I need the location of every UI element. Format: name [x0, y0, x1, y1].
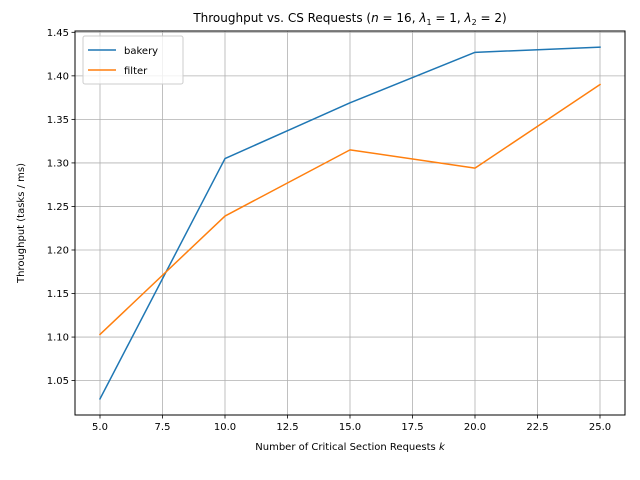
x-tick-label: 25.0: [589, 422, 611, 433]
x-tick-label: 17.5: [401, 422, 423, 433]
legend-label-filter: filter: [124, 66, 148, 77]
series-line-bakery: [98, 46, 601, 400]
x-tick-label: 22.5: [526, 422, 548, 433]
y-tick-label: 1.05: [47, 376, 69, 387]
y-tick-label: 1.45: [47, 28, 69, 39]
y-tick-label: 1.20: [47, 245, 69, 256]
y-tick-label: 1.25: [47, 202, 69, 213]
x-tick-label: 20.0: [464, 422, 486, 433]
legend-box: [82, 35, 184, 85]
x-axis-label: Number of Critical Section Requests k: [255, 442, 446, 453]
x-tick-label: 12.5: [276, 422, 298, 433]
y-tick-label: 1.30: [47, 158, 69, 169]
x-tick-label: 5.0: [92, 422, 108, 433]
series-layer: [98, 46, 602, 400]
x-tick-label: 15.0: [339, 422, 361, 433]
x-tick-label: 10.0: [214, 422, 236, 433]
x-axis-ticks: 5.0 7.5 10.0 12.5 15.0 17.5 20.0 22.5 25.0: [92, 415, 611, 433]
x-tick-label: 7.5: [155, 422, 171, 433]
y-axis-ticks: 1.05 1.10 1.15 1.20 1.25 1.30 1.35 1.40 1.45: [47, 28, 75, 387]
y-tick-label: 1.15: [47, 289, 69, 300]
series-line-filter: [98, 83, 602, 336]
y-tick-label: 1.40: [47, 71, 69, 82]
legend-label-bakery: bakery: [124, 46, 158, 57]
legend: bakery filter: [82, 35, 184, 85]
y-tick-label: 1.10: [47, 333, 69, 344]
y-axis-label: Throughput (tasks / ms): [16, 163, 27, 284]
chart-title: Throughput vs. CS Requests (n = 16, λ1 =…: [192, 11, 506, 27]
y-tick-label: 1.35: [47, 115, 69, 126]
grid-lines: [75, 31, 625, 415]
